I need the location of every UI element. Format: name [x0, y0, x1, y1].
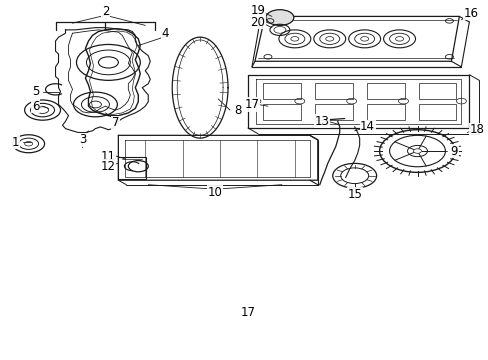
- Text: 9: 9: [450, 145, 457, 158]
- Bar: [366, 104, 404, 120]
- Bar: [314, 104, 352, 120]
- Text: 15: 15: [346, 188, 362, 201]
- Circle shape: [265, 10, 293, 25]
- Text: 3: 3: [79, 133, 86, 146]
- Text: 16: 16: [463, 6, 478, 19]
- Text: 18: 18: [469, 123, 484, 136]
- Text: 8: 8: [234, 104, 241, 117]
- Bar: [418, 83, 455, 99]
- Bar: [366, 83, 404, 99]
- Text: 6: 6: [32, 100, 39, 113]
- Text: 10: 10: [207, 186, 222, 199]
- Text: 19: 19: [250, 4, 265, 17]
- Text: 13: 13: [314, 115, 328, 128]
- Text: 11: 11: [101, 150, 116, 163]
- Bar: [418, 104, 455, 120]
- Bar: [263, 83, 300, 99]
- Text: 20: 20: [250, 15, 265, 28]
- Text: 2: 2: [102, 5, 109, 18]
- Text: 4: 4: [161, 27, 169, 40]
- Text: 14: 14: [360, 121, 374, 134]
- Bar: [314, 83, 352, 99]
- Text: 17: 17: [240, 306, 255, 319]
- Text: 5: 5: [32, 85, 39, 98]
- Bar: [263, 104, 300, 120]
- Text: 12: 12: [101, 160, 116, 173]
- Bar: [118, 157, 146, 179]
- Text: 17: 17: [244, 98, 259, 111]
- Text: 1: 1: [12, 136, 20, 149]
- Text: 7: 7: [111, 117, 119, 130]
